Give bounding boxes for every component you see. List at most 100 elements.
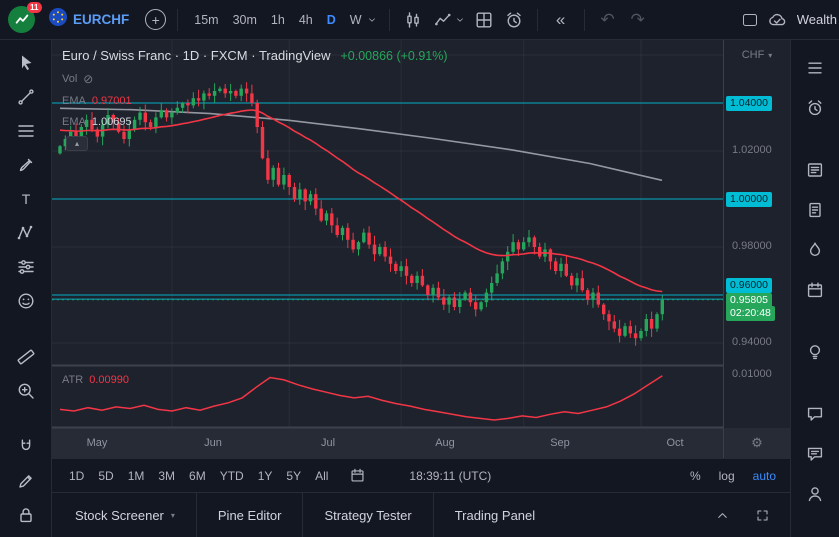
clock[interactable]: 18:39:11 (UTC): [409, 468, 492, 483]
alerts-icon[interactable]: [797, 88, 833, 128]
text-icon[interactable]: T: [8, 182, 44, 216]
drawing-mode-icon[interactable]: [8, 464, 44, 498]
panel-tab-group: Stock Screener ▾ Pine Editor Strategy Teste…: [52, 493, 556, 537]
drawing-toolbar: T: [0, 40, 52, 537]
data-window-icon[interactable]: [797, 190, 833, 230]
range-6M-button[interactable]: 6M: [186, 467, 209, 485]
alert-price-badge[interactable]: 1.00000: [726, 192, 772, 207]
compare-add-button[interactable]: +: [145, 9, 167, 30]
undo-icon[interactable]: ↶: [600, 10, 615, 29]
chat-icon[interactable]: [797, 394, 833, 434]
range-All-button[interactable]: All: [312, 467, 331, 485]
atr-legend: ATR 0.00990: [62, 374, 129, 386]
magnet-icon[interactable]: [8, 430, 44, 464]
price-axis[interactable]: CHF ▾ ⚙ 1.04000 1.02000 1.00000 0.98000 0.96…: [723, 40, 790, 458]
alert-clock-icon[interactable]: [502, 8, 526, 32]
chart-area[interactable]: May Jun Jul Aug Sep Oct Euro / Swiss Franc · …: [52, 40, 790, 458]
range-1D-button[interactable]: 1D: [66, 467, 87, 485]
price-grid-label: 1.02000: [732, 144, 772, 156]
axis-settings-area: ⚙: [724, 428, 790, 458]
ema2-value: 1.00695: [91, 116, 132, 128]
volume-label[interactable]: Vol: [62, 73, 78, 85]
month-label: Sep: [550, 437, 570, 449]
panel-expand-icon[interactable]: [750, 503, 774, 527]
tab-stock-screener[interactable]: Stock Screener ▾: [75, 507, 175, 523]
range-1M-button[interactable]: 1M: [125, 467, 148, 485]
ideas-stream-icon[interactable]: [797, 434, 833, 474]
ideas-icon[interactable]: [797, 332, 833, 372]
interval-D-button[interactable]: D: [322, 10, 341, 30]
ruler-icon[interactable]: [8, 340, 44, 374]
xabcd-pattern-icon[interactable]: [8, 216, 44, 250]
hotlist-icon[interactable]: [797, 230, 833, 270]
panel-collapse-icon[interactable]: [710, 503, 734, 527]
date-range-group: 1D 5D 1M 3M 6M YTD 1Y 5Y All: [66, 467, 331, 485]
indicators-dropdown-chevron-icon[interactable]: [454, 8, 466, 32]
trend-line-icon[interactable]: [8, 80, 44, 114]
goto-date-icon[interactable]: [345, 464, 369, 488]
time-axis[interactable]: May Jun Jul Aug Sep Oct: [52, 428, 723, 458]
indicators-icon[interactable]: [431, 8, 455, 32]
symbol-name: EURCHF: [73, 12, 130, 27]
layout-name[interactable]: Wealth: [796, 12, 837, 27]
settings-gear-icon[interactable]: ⚙: [751, 435, 763, 450]
symbol-button[interactable]: EURCHF: [49, 8, 129, 31]
bottom-panel-tabs: Stock Screener ▾ Pine Editor Strategy Teste…: [52, 492, 790, 537]
log-scale-button[interactable]: log: [718, 468, 735, 483]
range-5D-button[interactable]: 5D: [95, 467, 116, 485]
cursor-icon[interactable]: [8, 46, 44, 80]
news-icon[interactable]: [797, 150, 833, 190]
alert-price-badge[interactable]: 1.04000: [726, 96, 772, 111]
month-label: Aug: [435, 437, 455, 449]
auto-scale-button[interactable]: auto: [752, 468, 776, 483]
zoom-in-icon[interactable]: [8, 374, 44, 408]
price-grid-label: 0.94000: [732, 336, 772, 348]
fib-retracement-icon[interactable]: [8, 114, 44, 148]
scale-options: % log auto: [690, 469, 776, 483]
emoji-icon[interactable]: [8, 284, 44, 318]
tab-strategy-tester[interactable]: Strategy Tester: [302, 493, 432, 537]
interval-30m-button[interactable]: 30m: [228, 10, 262, 30]
month-label: Jul: [320, 437, 336, 449]
interval-1h-button[interactable]: 1h: [266, 10, 290, 30]
notification-badge: 11: [26, 2, 42, 13]
price-grid-label: 0.98000: [732, 240, 772, 252]
interval-15m-button[interactable]: 15m: [189, 10, 223, 30]
window-layout-icon[interactable]: [742, 13, 757, 26]
ema1-label[interactable]: EMA: [62, 95, 86, 107]
alert-price-badge[interactable]: 0.96000: [726, 278, 772, 293]
logo-zigzag-icon: [15, 14, 28, 24]
ema2-label[interactable]: EMA: [62, 116, 86, 128]
legend-collapse-button[interactable]: ▴: [66, 136, 88, 151]
svg-text:T: T: [21, 191, 30, 207]
tab-pine-editor[interactable]: Pine Editor: [195, 493, 303, 537]
price-change: +0.00866 (+0.91%): [340, 49, 448, 63]
currency-selector[interactable]: CHF ▾: [724, 49, 790, 61]
account-avatar[interactable]: 11: [8, 2, 42, 33]
interval-W-button[interactable]: W: [345, 10, 367, 30]
cloud-saved-icon[interactable]: [765, 8, 789, 32]
redo-icon[interactable]: ↷: [630, 10, 645, 29]
lock-icon[interactable]: [8, 498, 44, 532]
multichart-layout-icon[interactable]: [472, 8, 496, 32]
percent-scale-button[interactable]: %: [689, 468, 701, 483]
chart-type-candles-icon[interactable]: [401, 8, 425, 32]
tab-trading-panel[interactable]: Trading Panel: [432, 493, 556, 537]
prediction-icon[interactable]: [8, 250, 44, 284]
atr-label[interactable]: ATR: [62, 374, 84, 386]
interval-dropdown-chevron-icon[interactable]: [366, 8, 378, 32]
range-YTD-button[interactable]: YTD: [217, 467, 247, 485]
range-3M-button[interactable]: 3M: [155, 467, 178, 485]
interval-4h-button[interactable]: 4h: [294, 10, 318, 30]
brush-icon[interactable]: [8, 148, 44, 182]
watchlist-icon[interactable]: [797, 48, 833, 88]
price-chart[interactable]: [52, 40, 723, 458]
people-icon[interactable]: [797, 474, 833, 514]
range-1Y-button[interactable]: 1Y: [255, 467, 276, 485]
bar-replay-icon[interactable]: «: [555, 10, 566, 29]
range-5Y-button[interactable]: 5Y: [283, 467, 304, 485]
symbol-title[interactable]: Euro / Swiss Franc · 1D · FXCM · Trading…: [62, 48, 331, 63]
currency-label: CHF: [741, 49, 765, 61]
calendar-icon[interactable]: [797, 270, 833, 310]
volume-hidden-icon[interactable]: ⊘: [83, 72, 94, 86]
